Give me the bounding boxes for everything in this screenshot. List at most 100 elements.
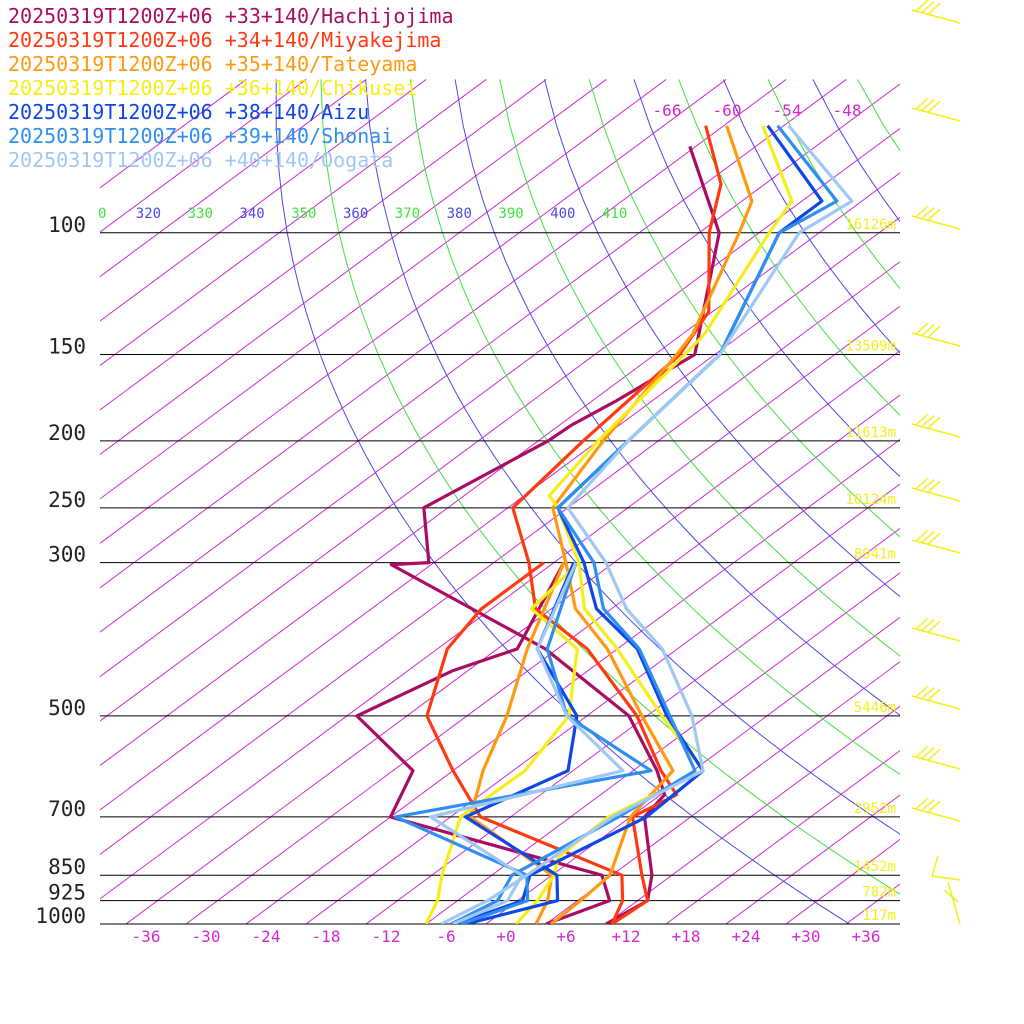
legend-entry: 20250319T1200Z+06 +40+140/Oogata: [8, 148, 393, 172]
legend: 20250319T1200Z+06 +33+140/Hachijojima202…: [8, 4, 454, 172]
theta-label: 410: [602, 206, 627, 222]
theta-curve: [588, 79, 900, 538]
isotherm-line: [100, 79, 487, 367]
isotherm-line: [100, 79, 847, 633]
isotherm-line: [100, 79, 607, 455]
temperature-line-tateyama: [550, 125, 754, 924]
isotherm-line: [665, 750, 900, 924]
legend-entry: 20250319T1200Z+06 +34+140/Miyakejima: [8, 28, 441, 52]
isotherm-line: [305, 483, 900, 924]
height-label: 117m: [862, 908, 896, 924]
x-tick-label: -30: [192, 927, 221, 946]
dewpoint-line-hachijojima: [355, 561, 612, 924]
theta-label: 390: [498, 206, 523, 222]
theta-label: 320: [136, 206, 161, 222]
wind-barb: [911, 617, 961, 642]
top-temp-label: -54: [773, 101, 802, 120]
isotherm-line: [100, 79, 547, 411]
theta-curve: [499, 79, 900, 657]
theta-curve: [992, 79, 1024, 924]
theta-label: 0: [98, 206, 106, 222]
legend-entry: 20250319T1200Z+06 +36+140/Chikusei: [8, 76, 417, 100]
x-tick-label: +12: [612, 927, 641, 946]
isobar-lines: [100, 232, 900, 925]
pressure-label: 850: [48, 855, 86, 879]
isotherm-line: [545, 661, 900, 924]
pressure-label: 150: [48, 334, 86, 358]
dewpoint-line-chikusei: [424, 561, 581, 924]
theta-label: 400: [550, 206, 575, 222]
isotherm-line: [100, 79, 307, 233]
x-tick-label: -36: [132, 927, 161, 946]
wind-barb: [911, 529, 961, 554]
wind-barb: [911, 322, 961, 347]
legend-entry: 20250319T1200Z+06 +35+140/Tateyama: [8, 52, 417, 76]
height-label: 8941m: [854, 547, 896, 563]
isotherm-line: [245, 438, 900, 924]
theta-curve: [767, 79, 900, 290]
pressure-label: 100: [48, 213, 86, 237]
pressure-label: 300: [48, 543, 86, 567]
temperature-line-hachijojima: [389, 145, 721, 924]
wind-barb: [911, 685, 961, 710]
isotherm-line: [785, 838, 900, 924]
theta-label: 370: [395, 206, 420, 222]
height-label: 782m: [862, 885, 896, 901]
x-tick-label: +36: [852, 927, 881, 946]
isotherm-line: [100, 79, 667, 500]
wind-barb: [911, 205, 961, 230]
isotherm-line: [966, 79, 1024, 924]
wind-barb: [911, 797, 961, 822]
isotherm-line: [100, 172, 900, 767]
wind-barb: [911, 0, 961, 24]
theta-curve: [409, 79, 900, 776]
theta-curve: [633, 79, 900, 478]
pressure-label: 925: [48, 881, 86, 905]
legend-entry: 20250319T1200Z+06 +38+140/Aizu: [8, 100, 369, 124]
dewpoint-line-miyakejima: [425, 561, 625, 924]
theta-label: 380: [447, 206, 472, 222]
height-label: 16126m: [845, 217, 896, 233]
isotherm-line: [365, 527, 900, 924]
temperature-line-oogata: [440, 124, 854, 924]
height-label: 5446m: [854, 700, 896, 716]
isotherm-line: [605, 705, 900, 924]
theta-label: 330: [188, 206, 213, 222]
x-tick-label: +0: [496, 927, 515, 946]
wind-barb: [911, 413, 961, 438]
x-tick-label: +6: [556, 927, 575, 946]
axis-labels: 100 16126m 150 13509m 200 11613m 250 10124m 300 8…: [35, 101, 896, 946]
isotherm-line: [425, 572, 900, 924]
height-label: 2952m: [854, 801, 896, 817]
temperature-line-shonai: [450, 124, 839, 924]
height-label: 11613m: [845, 425, 896, 441]
wind-barb: [911, 745, 961, 770]
isotherm-line: [100, 261, 900, 855]
x-tick-label: -24: [252, 927, 281, 946]
top-temp-label: -48: [833, 101, 862, 120]
isotherm-line: [906, 79, 1024, 924]
isotherm-line: [100, 127, 900, 722]
dewpoint-line-tateyama: [468, 561, 566, 924]
isotherm-line: [100, 79, 727, 544]
isotherm-line: [100, 79, 787, 589]
isotherm-line: [125, 350, 900, 924]
temperature-line-miyakejima: [511, 125, 723, 924]
x-tick-label: -18: [312, 927, 341, 946]
pressure-label: 500: [48, 696, 86, 720]
wind-barb: [911, 97, 961, 122]
x-tick-label: -12: [372, 927, 401, 946]
theta-label: 350: [291, 206, 316, 222]
isotherm-line: [100, 79, 367, 278]
wind-barb: [911, 477, 961, 502]
isotherm-line: [100, 79, 427, 322]
pressure-label: 250: [48, 488, 86, 512]
sounding-profiles: [355, 124, 854, 924]
top-temp-label: -60: [713, 101, 742, 120]
isotherm-line: [100, 216, 900, 811]
theta-curve: [544, 79, 900, 598]
pressure-label: 200: [48, 421, 86, 445]
x-tick-label: +30: [792, 927, 821, 946]
isotherm-line: [100, 305, 900, 900]
